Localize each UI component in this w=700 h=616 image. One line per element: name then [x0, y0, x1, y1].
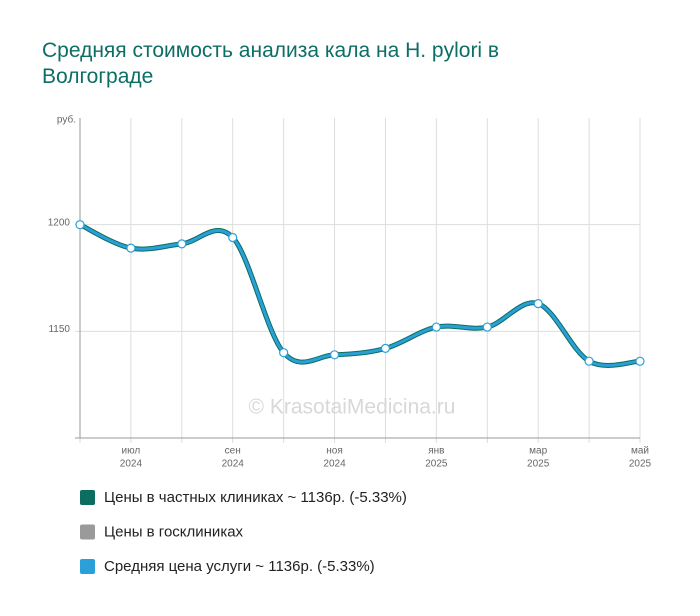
chart-title: Средняя стоимость анализа кала на H. pyl…: [42, 39, 500, 88]
x-tick-label: янв: [428, 446, 444, 457]
point: [584, 356, 594, 366]
legend-swatch: [80, 490, 95, 505]
x-tick-year: 2025: [425, 459, 448, 470]
y-tick-label: 1150: [48, 324, 70, 335]
legend-swatch: [80, 559, 95, 574]
y-tick-label: 1200: [48, 217, 71, 228]
legend-label: Средняя цена услуги ~ 1136р. (-5.33%): [104, 558, 375, 575]
point: [431, 322, 441, 332]
x-tick-label: июл: [122, 446, 141, 457]
series-line: [79, 223, 641, 367]
watermark: © KrasotaiMedicina.ru: [249, 396, 456, 419]
point: [177, 239, 187, 249]
x-tick-label: ноя: [326, 446, 343, 457]
point: [228, 232, 238, 243]
point: [279, 348, 289, 358]
legend-label: Цены в госклиниках: [104, 523, 244, 540]
point: [482, 322, 492, 332]
point: [533, 299, 543, 309]
x-tick-year: 2025: [527, 459, 550, 470]
point: [635, 356, 645, 366]
point: [75, 220, 85, 230]
x-tick-label: май: [631, 446, 649, 457]
x-tick-label: сен: [225, 446, 241, 457]
x-tick-label: мар: [529, 446, 547, 457]
x-tick-year: 2024: [323, 459, 346, 470]
point: [380, 343, 391, 353]
x-tick-year: 2024: [120, 459, 143, 470]
x-tick-year: 2025: [629, 459, 652, 470]
point: [329, 350, 340, 360]
x-tick-year: 2024: [222, 459, 245, 470]
point: [126, 243, 136, 253]
legend-label: Цены в частных клиниках ~ 1136р. (-5.33%…: [104, 489, 407, 506]
y-unit: руб.: [57, 114, 76, 126]
legend-swatch: [80, 524, 95, 540]
